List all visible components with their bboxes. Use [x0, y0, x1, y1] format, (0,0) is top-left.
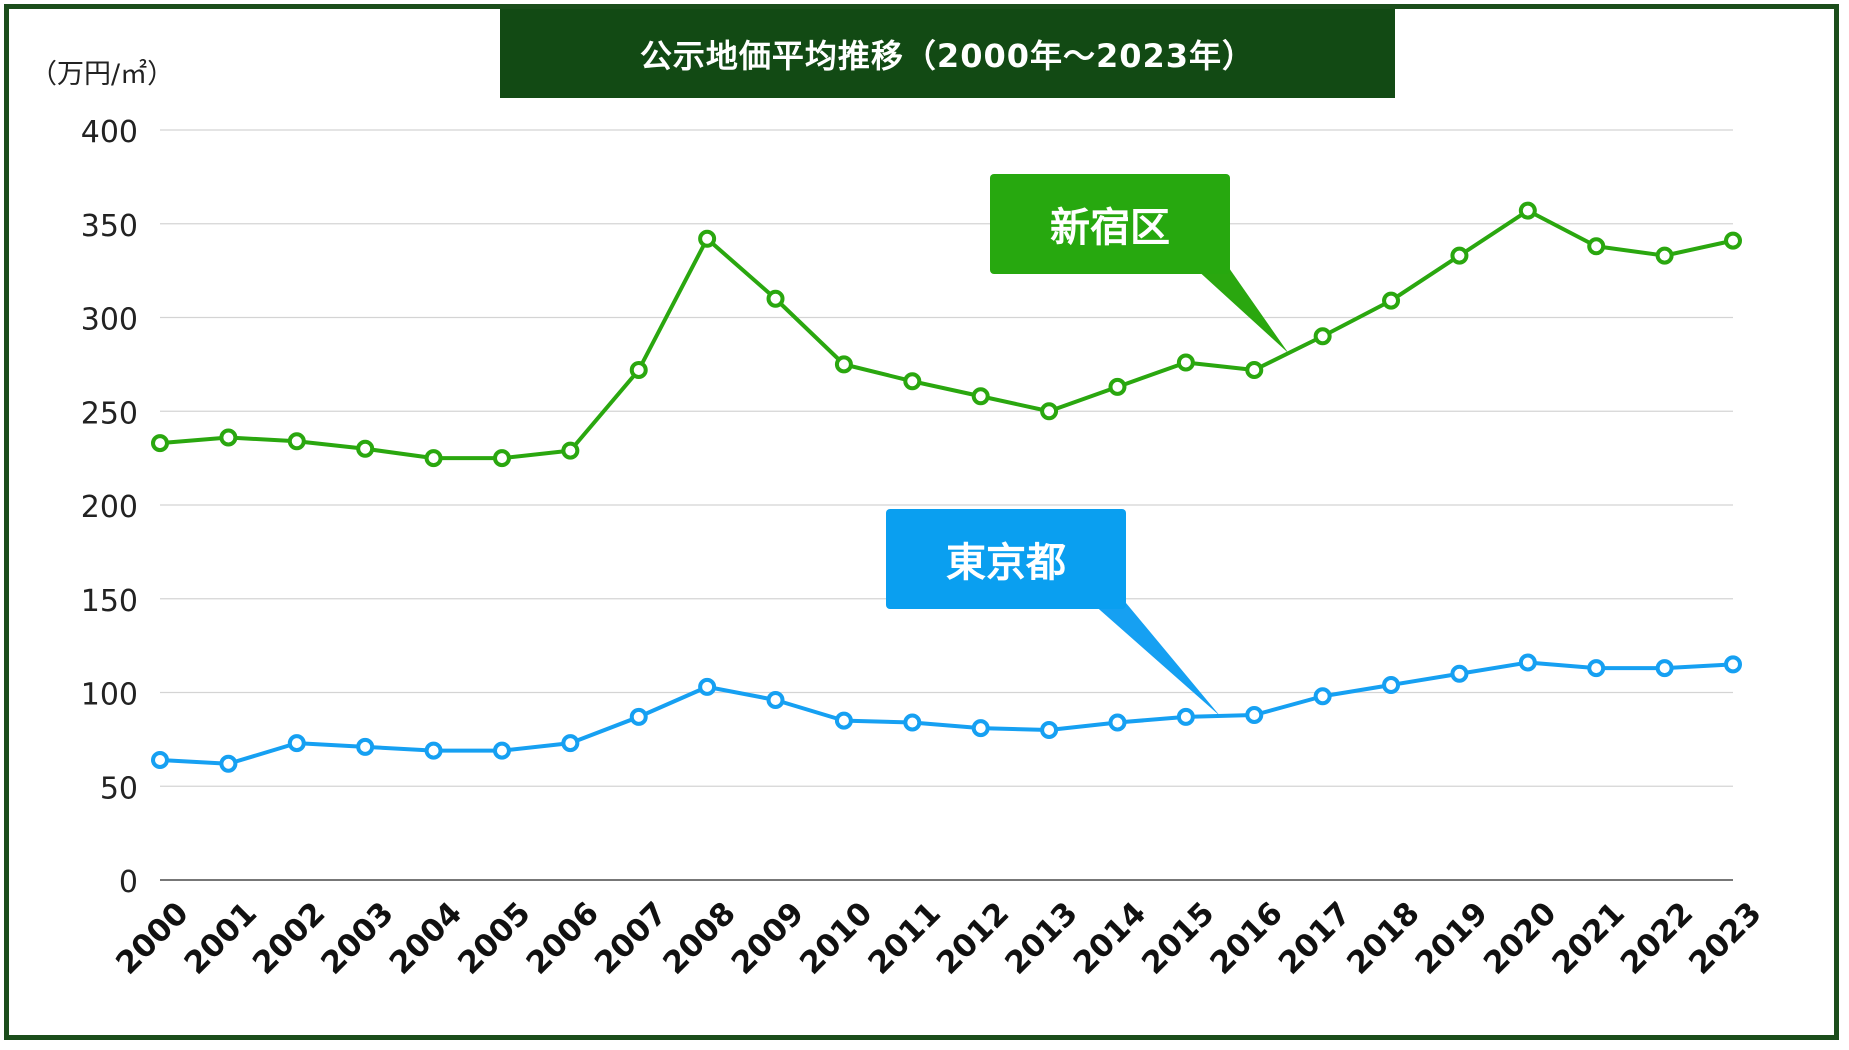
data-point-shinjuku-2004	[424, 449, 443, 468]
x-tick-label: 2008	[656, 895, 742, 981]
y-tick-label: 350	[81, 209, 138, 244]
y-axis-tick-labels: 0 50 100 150 200 250 300 350 400	[81, 115, 138, 900]
data-point-shinjuku-2012	[971, 387, 990, 406]
data-point-tokyo-2008	[698, 677, 717, 696]
y-axis-unit-label: （万円/㎡）	[30, 59, 175, 90]
x-tick-label: 2011	[861, 895, 947, 981]
series-line-shinjuku	[159, 208, 1734, 461]
y-tick-label: 200	[81, 490, 138, 525]
data-point-shinjuku-2010	[834, 355, 853, 374]
series-line-tokyo	[159, 660, 1734, 766]
data-point-shinjuku-2011	[903, 372, 922, 391]
data-point-tokyo-2021	[1587, 659, 1606, 678]
data-point-shinjuku-2002	[287, 432, 306, 451]
data-point-shinjuku-2000	[151, 434, 169, 453]
data-point-tokyo-2023	[1724, 655, 1742, 674]
x-axis-tick-labels: 2000200120022003200420052006200720082009…	[109, 895, 1768, 981]
y-tick-label: 150	[81, 584, 138, 619]
x-tick-label: 2019	[1409, 895, 1495, 981]
data-point-shinjuku-2022	[1655, 246, 1674, 265]
data-point-tokyo-2000	[151, 751, 169, 769]
y-tick-label: 400	[81, 115, 138, 150]
x-tick-label: 2017	[1272, 895, 1358, 981]
data-point-shinjuku-2017	[1313, 327, 1332, 346]
data-point-tokyo-2016	[1245, 706, 1264, 724]
callout-pointers	[1092, 268, 1289, 716]
callout-pointer-tokyo	[1092, 603, 1221, 716]
y-tick-label: 50	[100, 771, 138, 806]
data-point-tokyo-2018	[1382, 676, 1401, 694]
series-callout-tokyo: 東京都	[886, 509, 1126, 609]
data-point-shinjuku-2020	[1518, 201, 1537, 220]
x-tick-label: 2001	[178, 895, 264, 981]
data-point-tokyo-2017	[1313, 687, 1332, 706]
x-tick-label: 2009	[725, 895, 811, 981]
y-tick-label: 100	[81, 678, 138, 713]
data-point-shinjuku-2009	[766, 289, 785, 308]
data-point-tokyo-2015	[1176, 707, 1195, 726]
data-point-shinjuku-2006	[561, 441, 580, 460]
data-point-tokyo-2006	[561, 734, 580, 753]
x-tick-label: 2006	[520, 895, 606, 981]
x-tick-label: 2023	[1682, 895, 1768, 981]
x-tick-label: 2007	[588, 895, 674, 981]
series-callout-shinjuku: 新宿区	[990, 174, 1230, 274]
data-point-shinjuku-2013	[1040, 402, 1059, 421]
x-tick-label: 2012	[930, 895, 1016, 981]
data-point-shinjuku-2018	[1382, 291, 1401, 310]
data-point-shinjuku-2003	[356, 439, 375, 458]
x-tick-label: 2000	[109, 895, 195, 981]
data-point-shinjuku-2008	[698, 229, 717, 248]
x-tick-label: 2016	[1203, 895, 1289, 981]
x-tick-label: 2022	[1614, 895, 1700, 981]
series-points	[151, 201, 1742, 773]
x-tick-label: 2003	[314, 895, 400, 981]
x-tick-label: 2010	[793, 895, 879, 981]
x-tick-label: 2005	[451, 895, 537, 981]
chart-title: 公示地価平均推移（2000年〜2023年）	[500, 9, 1395, 98]
data-point-tokyo-2014	[1108, 713, 1127, 732]
data-point-tokyo-2022	[1655, 659, 1674, 678]
y-tick-label: 0	[119, 865, 138, 900]
x-tick-label: 2014	[1067, 895, 1153, 981]
y-tick-label: 300	[81, 303, 138, 338]
data-point-shinjuku-2019	[1450, 246, 1469, 265]
data-point-tokyo-2011	[903, 713, 922, 732]
x-tick-label: 2018	[1340, 895, 1426, 981]
data-point-shinjuku-2014	[1108, 377, 1127, 396]
data-point-shinjuku-2007	[629, 361, 648, 379]
data-point-tokyo-2010	[834, 711, 853, 730]
gridlines	[160, 129, 1733, 881]
data-point-shinjuku-2015	[1176, 353, 1195, 372]
data-point-tokyo-2004	[424, 741, 443, 760]
data-point-tokyo-2007	[629, 707, 648, 726]
callout-pointer-shinjuku	[1195, 268, 1289, 354]
x-tick-label: 2004	[383, 895, 469, 981]
x-tick-label: 2002	[246, 895, 332, 981]
data-point-tokyo-2002	[287, 734, 306, 753]
data-point-tokyo-2003	[356, 737, 375, 756]
x-tick-label: 2015	[1135, 895, 1221, 981]
data-point-tokyo-2009	[766, 691, 785, 709]
data-point-shinjuku-2016	[1245, 361, 1264, 379]
data-point-tokyo-2005	[492, 741, 511, 760]
data-point-shinjuku-2021	[1587, 237, 1606, 256]
data-point-tokyo-2012	[971, 719, 990, 738]
y-tick-label: 250	[81, 396, 138, 431]
data-point-shinjuku-2001	[219, 428, 238, 447]
x-tick-label: 2013	[998, 895, 1084, 981]
data-point-tokyo-2019	[1450, 664, 1469, 683]
data-point-shinjuku-2005	[492, 449, 511, 468]
data-point-tokyo-2013	[1040, 721, 1059, 739]
data-point-tokyo-2001	[219, 754, 238, 773]
series-lines	[159, 208, 1734, 766]
data-point-tokyo-2020	[1518, 653, 1537, 672]
data-point-shinjuku-2023	[1724, 231, 1742, 250]
x-tick-label: 2021	[1545, 895, 1631, 981]
x-tick-label: 2020	[1477, 895, 1563, 981]
